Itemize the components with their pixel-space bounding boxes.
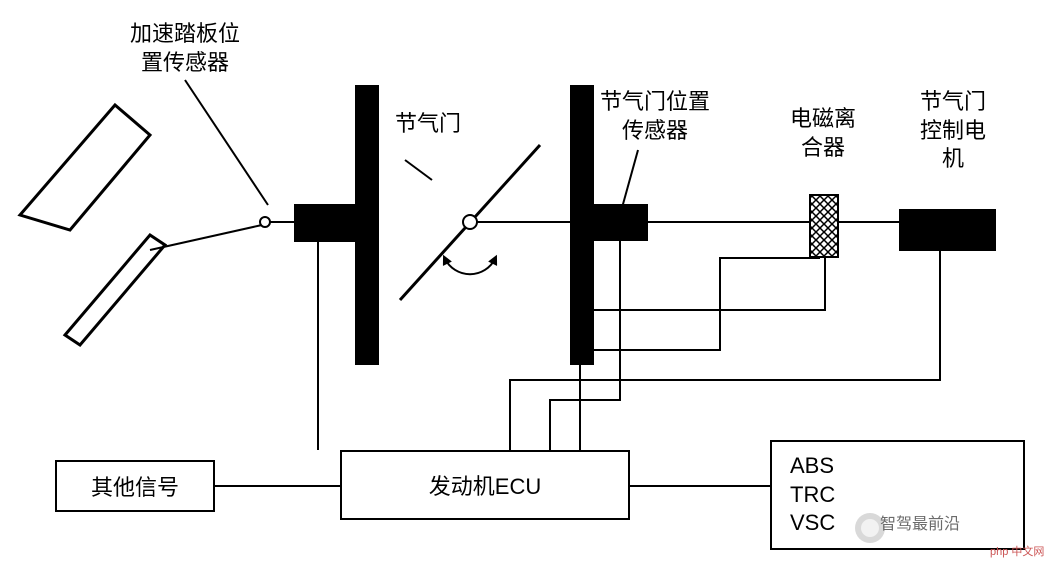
label-pedal-sensor: 加速踏板位 置传感器: [130, 20, 240, 77]
php-mark: php 中文网: [990, 545, 1044, 559]
box-engine-ecu-text: 发动机ECU: [429, 469, 541, 501]
box-abs-text: ABS TRC VSC: [790, 452, 835, 538]
label-throttle-pos-sensor: 节气门位置 传感器: [600, 88, 710, 145]
box-other-signals: 其他信号: [55, 460, 215, 512]
watermark-text: 智驾最前沿: [880, 515, 960, 536]
label-throttle: 节气门: [395, 110, 461, 139]
box-engine-ecu: 发动机ECU: [340, 450, 630, 520]
label-throttle-motor: 节气门 控制电 机: [920, 88, 986, 174]
label-em-clutch: 电磁离 合器: [790, 105, 856, 162]
box-other-signals-text: 其他信号: [91, 470, 179, 502]
